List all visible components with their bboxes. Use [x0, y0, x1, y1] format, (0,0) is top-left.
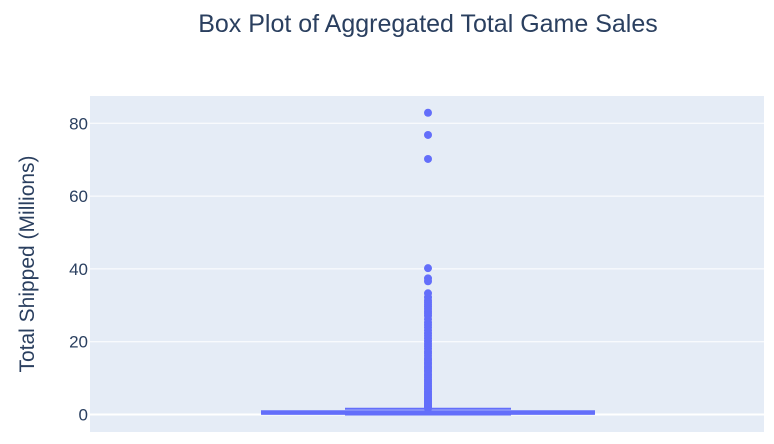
outlier-point: [424, 154, 432, 163]
y-tick-label: 80: [69, 114, 88, 133]
outlier-point: [424, 130, 432, 139]
chart-title: Box Plot of Aggregated Total Game Sales: [198, 10, 658, 38]
y-tick-label: 0: [79, 406, 88, 425]
outlier-point: [424, 277, 432, 286]
outlier-point: [424, 264, 432, 273]
outlier-points: [424, 108, 432, 413]
outlier-point: [424, 404, 432, 413]
outlier-point: [424, 108, 432, 117]
y-tick-label: 20: [69, 333, 88, 352]
y-axis-ticks: 0 20 40 60 80: [69, 114, 88, 424]
y-axis-title: Total Shipped (Millions): [16, 155, 39, 372]
y-tick-label: 60: [69, 187, 88, 206]
y-tick-label: 40: [69, 260, 88, 279]
